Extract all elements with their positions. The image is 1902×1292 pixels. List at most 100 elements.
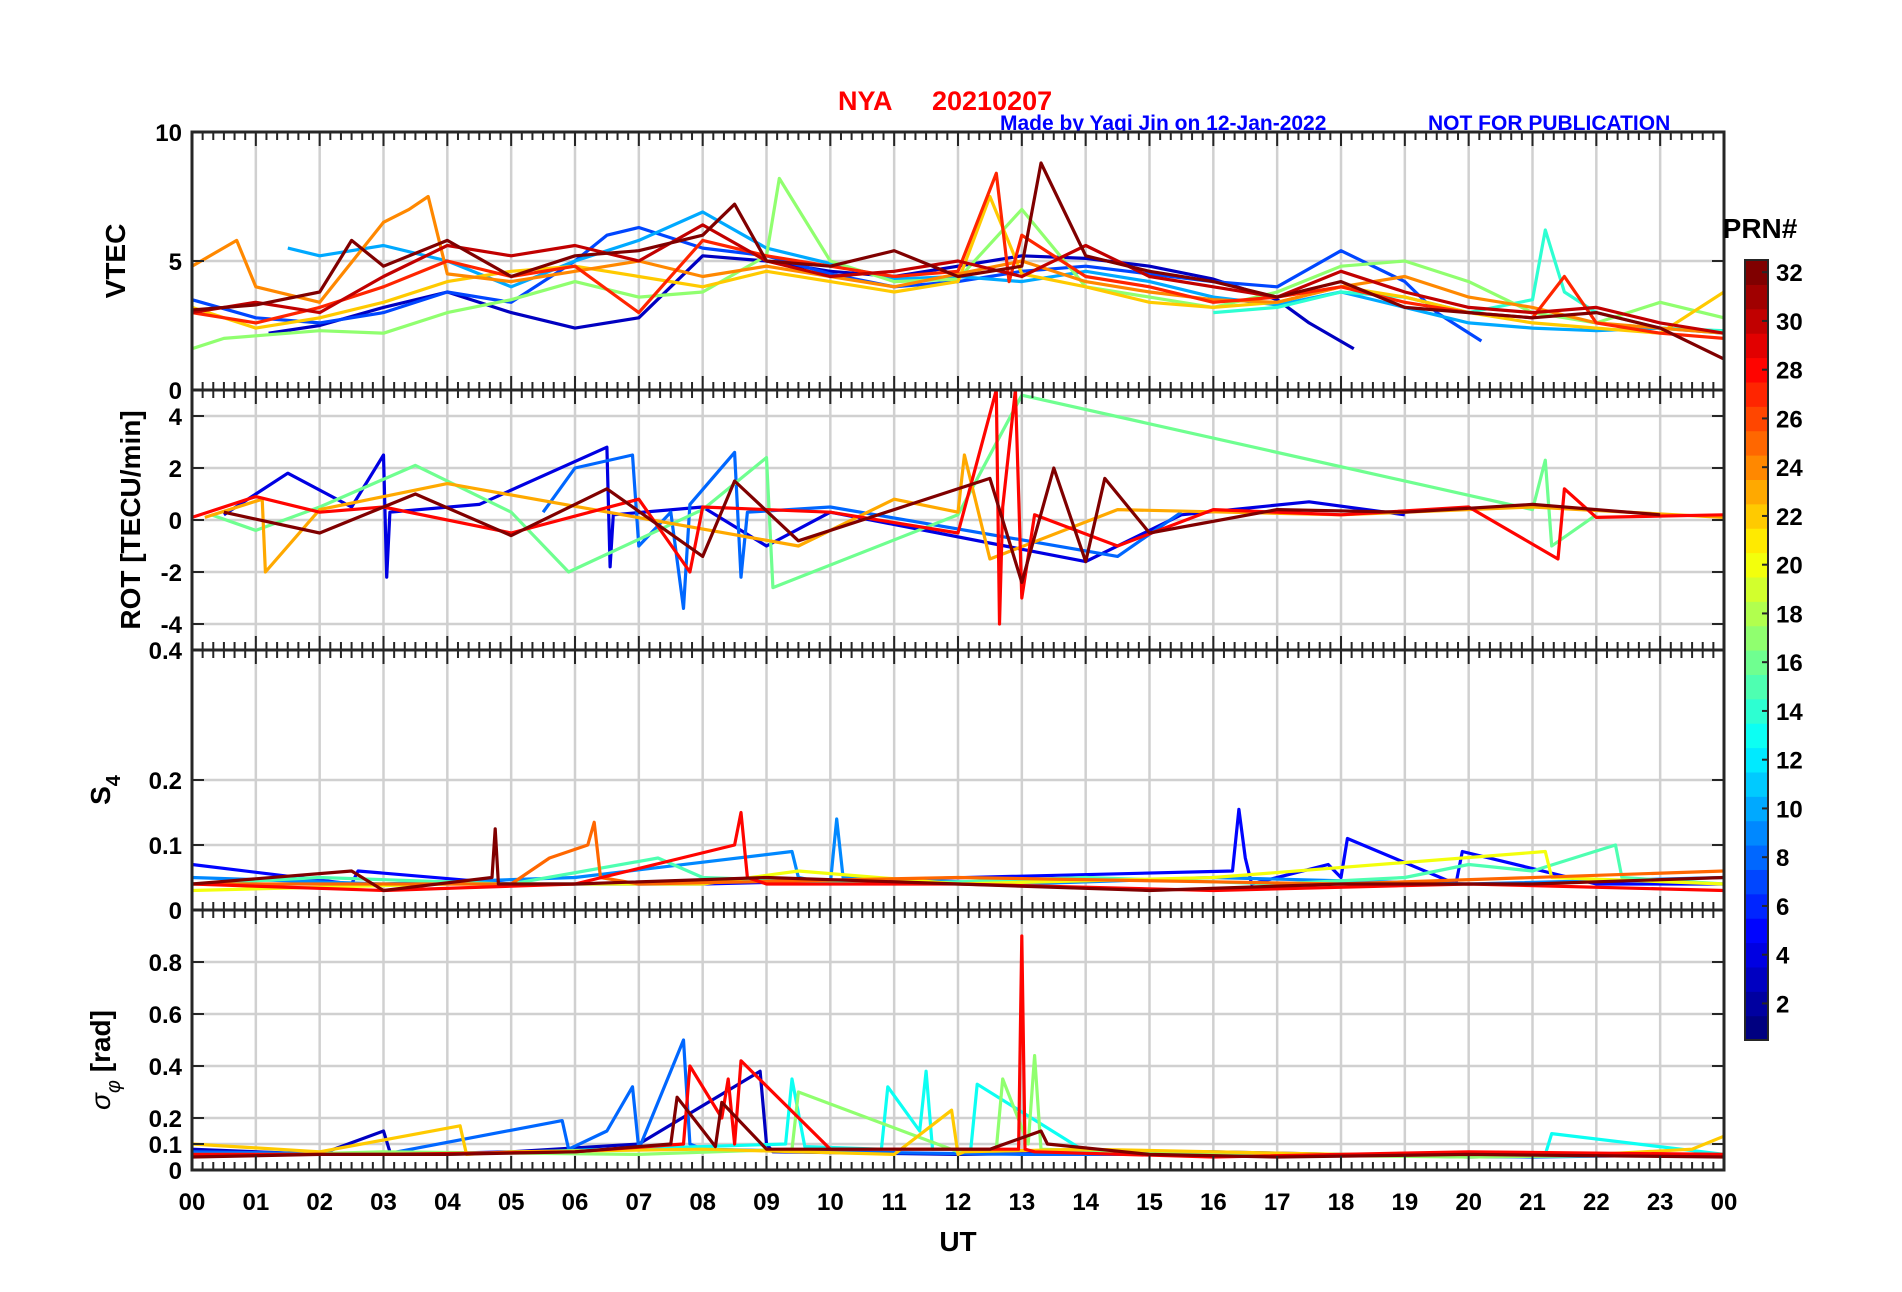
colorbar-tick-label: 2 xyxy=(1776,991,1789,1018)
colorbar-segment xyxy=(1745,869,1768,895)
x-tick-label: 07 xyxy=(625,1189,652,1216)
x-tick-label: 23 xyxy=(1647,1189,1674,1216)
series-line-prn-16 xyxy=(210,393,1598,590)
colorbar-tick-label: 16 xyxy=(1776,650,1803,677)
x-tick-label: 21 xyxy=(1519,1189,1546,1216)
colorbar-segment xyxy=(1745,650,1768,675)
colorbar-segment xyxy=(1745,991,1768,1017)
y-tick-label: 0.8 xyxy=(149,950,182,977)
colorbar-segment xyxy=(1745,747,1768,773)
colorbar-tick-label: 8 xyxy=(1776,845,1789,872)
series-line-prn-8 xyxy=(541,450,1183,610)
station-title: NYA xyxy=(838,86,893,116)
x-tick-label: 03 xyxy=(370,1189,397,1216)
colorbar-segment xyxy=(1745,893,1768,919)
series-line-prn-10 xyxy=(287,210,1724,335)
colorbar-segment xyxy=(1745,796,1768,822)
colorbar-segment xyxy=(1745,406,1768,432)
y-tick-label: 0 xyxy=(169,508,182,535)
colorbar-segment xyxy=(1745,723,1768,749)
y-tick-label: 0.2 xyxy=(149,1106,182,1133)
colorbar-segment xyxy=(1745,918,1768,944)
y-tick-label: 0 xyxy=(169,1158,182,1185)
colorbar-segment xyxy=(1745,1015,1768,1041)
y-axis-label: ROT [TECU/min] xyxy=(115,410,146,629)
y-tick-label: -4 xyxy=(161,612,183,639)
credit-text: Made by Yaqi Jin on 12-Jan-2022 xyxy=(1000,112,1326,135)
colorbar-segment xyxy=(1745,771,1768,797)
series-group xyxy=(192,807,1724,893)
vtec-panel: 0 5 10 VTEC xyxy=(100,120,1726,405)
colorbar-segment xyxy=(1745,455,1768,480)
colorbar-tick-label: 14 xyxy=(1776,699,1803,726)
colorbar-tick-label: 22 xyxy=(1776,504,1803,531)
y-tick-label: 0.4 xyxy=(149,1054,183,1081)
y-tick-label: 0.6 xyxy=(149,1002,182,1029)
y-axis-label: VTEC xyxy=(100,224,131,299)
x-tick-label: 04 xyxy=(434,1189,461,1216)
colorbar-tick-label: 24 xyxy=(1776,455,1803,482)
colorbar-tick-label: 32 xyxy=(1776,260,1803,287)
y-axis-label: S4 xyxy=(85,774,125,805)
x-tick-label: 19 xyxy=(1391,1189,1418,1216)
x-tick-label: 08 xyxy=(689,1189,716,1216)
series-group xyxy=(192,934,1724,1159)
y-tick-label: 0.1 xyxy=(149,833,182,860)
x-tick-label: 20 xyxy=(1455,1189,1482,1216)
colorbar-segment xyxy=(1745,552,1768,578)
y-tick-label: 10 xyxy=(155,120,182,147)
y-tick-label: -2 xyxy=(161,560,182,587)
axes-frame xyxy=(190,908,1726,1172)
series-line-prn-32 xyxy=(223,466,1661,584)
colorbar-tick-label: 6 xyxy=(1776,894,1789,921)
colorbar-segment xyxy=(1745,308,1768,334)
colorbar-segment xyxy=(1745,479,1768,505)
series-group xyxy=(192,390,1724,626)
y-tick-label: 0 xyxy=(169,378,182,405)
colorbar-segment xyxy=(1745,260,1768,285)
colorbar-tick-label: 18 xyxy=(1776,601,1803,628)
colorbar-tick-label: 30 xyxy=(1776,309,1803,336)
colorbar-tick-label: 28 xyxy=(1776,358,1803,385)
series-line-prn-32 xyxy=(192,161,1724,361)
colorbar-segment xyxy=(1745,625,1768,651)
series-line-prn-30 xyxy=(192,223,1724,335)
colorbar-segment xyxy=(1745,601,1768,627)
colorbar-segment xyxy=(1745,430,1768,456)
colorbar-segment xyxy=(1745,528,1768,554)
date-title: 20210207 xyxy=(932,86,1052,116)
x-tick-label: 17 xyxy=(1264,1189,1291,1216)
notice-text: NOT FOR PUBLICATION xyxy=(1428,112,1670,135)
colorbar-segment xyxy=(1745,284,1768,310)
x-tick-label: 00 xyxy=(179,1189,206,1216)
series-group xyxy=(192,161,1724,361)
series-line-prn-17 xyxy=(192,176,1724,351)
y-tick-label: 5 xyxy=(169,249,182,276)
series-line-prn-24 xyxy=(192,194,1724,335)
rot-panel: -4 -2 0 2 4 ROT [TECU/min] xyxy=(115,388,1726,652)
series-line-prn-7 xyxy=(192,225,1483,343)
colorbar-segment xyxy=(1745,333,1768,359)
x-tick-label: 00 xyxy=(1711,1189,1738,1216)
x-tick-label: 18 xyxy=(1328,1189,1355,1216)
colorbar-segment xyxy=(1745,503,1768,529)
series-line-prn-28 xyxy=(192,390,1724,626)
x-tick-labels: 00 01 02 03 04 05 06 07 08 09 10 11 12 13 14 15 16 17 18 19… xyxy=(179,1189,1738,1216)
x-tick-label: 01 xyxy=(242,1189,269,1216)
x-tick-label: 02 xyxy=(306,1189,333,1216)
s4-panel: 0 0.1 0.2 0.4 S4 xyxy=(85,638,1726,925)
y-tick-label: 0.2 xyxy=(149,768,182,795)
y-tick-label: 0.1 xyxy=(149,1132,182,1159)
colorbar-segment xyxy=(1745,576,1768,602)
series-line-prn-32 xyxy=(192,1095,1724,1159)
y-axis-label: σφ [rad] xyxy=(85,1010,125,1110)
colorbar-tick-label: 4 xyxy=(1776,943,1790,970)
colorbar-segment xyxy=(1745,820,1768,846)
x-tick-label: 16 xyxy=(1200,1189,1227,1216)
colorbar-segment xyxy=(1745,845,1768,870)
x-tick-label: 15 xyxy=(1136,1189,1163,1216)
x-axis-label: UT xyxy=(939,1226,976,1257)
colorbar-segment xyxy=(1745,966,1768,992)
x-tick-label: 14 xyxy=(1072,1189,1099,1216)
x-tick-label: 12 xyxy=(945,1189,972,1216)
